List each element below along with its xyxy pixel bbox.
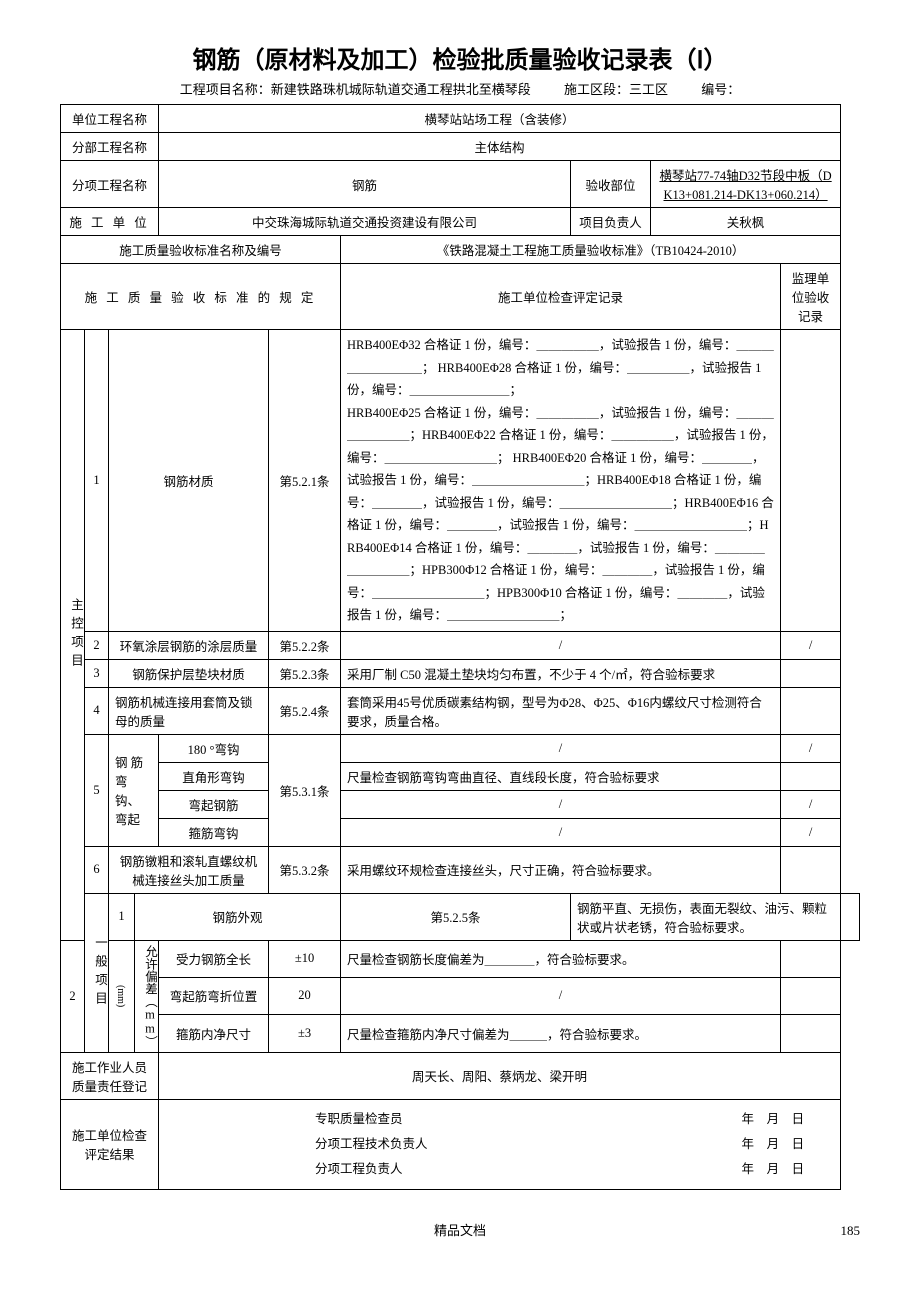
row1-inspect: HRB400EΦ32 合格证 1 份，编号：＿＿＿＿＿，试验报告 1 份，编号：… — [341, 330, 781, 632]
material-line: HRB400EΦ25 合格证 1 份，编号：＿＿＿＿＿，试验报告 1 份，编号：… — [347, 402, 774, 627]
row6-clause: 第5.3.2条 — [269, 846, 341, 893]
g2-sub0-tol: ±10 — [269, 940, 341, 977]
unit-project-label: 单位工程名称 — [61, 105, 159, 133]
row2-name: 环氧涂层钢筋的涂层质量 — [109, 631, 269, 659]
unit-project-value: 横琴站站场工程（含装修） — [159, 105, 841, 133]
row1-num: 1 — [85, 330, 109, 632]
row5-sub3-inspect: / — [341, 818, 781, 846]
inspect-record-label: 施工单位检查评定记录 — [341, 264, 781, 330]
construct-unit-value: 中交珠海城际轨道交通投资建设有限公司 — [159, 208, 571, 236]
row3-clause: 第5.2.3条 — [269, 659, 341, 687]
row6-inspect: 采用螺纹环规检查连接丝头，尺寸正确，符合验标要求。 — [341, 846, 781, 893]
inspector-label: 专职质量检查员 — [315, 1107, 403, 1132]
g2-sub0-label: 受力钢筋全长 — [159, 940, 269, 977]
page-title: 钢筋（原材料及加工）检验批质量验收记录表（Ⅰ） — [60, 40, 860, 75]
g2-sub2-tol: ±3 — [269, 1015, 341, 1052]
pm-value: 关秋枫 — [651, 208, 841, 236]
row4-inspect: 套筒采用45号优质碳素结构钢，型号为Φ28、Φ25、Φ16内螺纹尺寸检测符合要求… — [341, 687, 781, 734]
row5-clause: 第5.3.1条 — [269, 734, 341, 846]
row4-clause: 第5.2.4条 — [269, 687, 341, 734]
personnel-value: 周天长、周阳、蔡炳龙、梁开明 — [159, 1052, 841, 1099]
row6-num: 6 — [85, 846, 109, 893]
accept-part-label: 验收部位 — [571, 161, 651, 208]
row4-name: 钢筋机械连接用套筒及锁母的质量 — [109, 687, 269, 734]
area-label: 施工区段： — [564, 79, 629, 98]
g1-supervise — [841, 893, 860, 940]
g2-sub1-inspect: / — [341, 977, 781, 1014]
date-line: 年 月 日 — [742, 1107, 805, 1132]
g2-mm-label: (mm) — [109, 940, 135, 1052]
date-line: 年 月 日 — [742, 1157, 805, 1182]
g2-sub1-tol: 20 — [269, 977, 341, 1014]
subtitle-row: 工程项目名称：新建铁路珠机城际轨道交通工程拱北至横琴段 施工区段：三工区 编号： — [60, 79, 860, 98]
row5-sub2-inspect: / — [341, 790, 781, 818]
sub-project-value: 主体结构 — [159, 133, 841, 161]
g2-sub2-label: 箍筋内净尺寸 — [159, 1015, 269, 1052]
supervise-label: 监理单位验收记录 — [781, 264, 841, 330]
row5-sub0 span-inspect: / — [341, 734, 781, 762]
row1-supervise — [781, 330, 841, 632]
g2-sub1-supervise — [781, 977, 841, 1014]
row1-name: 钢筋材质 — [109, 330, 269, 632]
project-value: 新建铁路珠机城际轨道交通工程拱北至横琴段 — [271, 79, 531, 98]
g2-sub1-label: 弯起筋弯折位置 — [159, 977, 269, 1014]
g2-sub0-inspect: 尺量检查钢筋长度偏差为＿＿＿＿，符合验标要求。 — [341, 940, 781, 977]
pm-label: 项目负责人 — [571, 208, 651, 236]
row5-sub1-supervise — [781, 762, 841, 790]
material-line: HRB400EΦ32 合格证 1 份，编号：＿＿＿＿＿，试验报告 1 份，编号：… — [347, 334, 774, 402]
row2-inspect: / — [341, 631, 781, 659]
row5-sub2-label: 弯起钢筋 — [159, 790, 269, 818]
g1-clause: 第5.2.5条 — [341, 893, 571, 940]
row5-num: 5 — [85, 734, 109, 846]
g1-inspect: 钢筋平直、无损伤，表面无裂纹、油污、颗粒状或片状老锈，符合验标要求。 — [571, 893, 841, 940]
g2-toler-label: 允许偏差（mm） — [135, 940, 159, 1052]
row5-sub1-label: 直角形弯钩 — [159, 762, 269, 790]
item-project-label: 分项工程名称 — [61, 161, 159, 208]
row6-supervise — [781, 846, 841, 893]
row5-sub3-supervise: / — [781, 818, 841, 846]
code-label: 编号： — [701, 79, 740, 98]
row3-supervise — [781, 659, 841, 687]
g2-sub0-supervise — [781, 940, 841, 977]
g2-sub2-inspect: 尺量检查箍筋内净尺寸偏差为＿＿＿，符合验标要求。 — [341, 1015, 781, 1052]
main-table: 单位工程名称 横琴站站场工程（含装修） 分部工程名称 主体结构 分项工程名称 钢… — [60, 104, 860, 1190]
row2-num: 2 — [85, 631, 109, 659]
row5-sub1-inspect: 尺量检查钢筋弯钩弯曲直径、直线段长度，符合验标要求 — [341, 762, 781, 790]
row4-num: 4 — [85, 687, 109, 734]
row3-inspect: 采用厂制 C50 混凝土垫块均匀布置，不少于 4 个/㎡，符合验标要求 — [341, 659, 781, 687]
general-group-label: 一般项目 — [85, 893, 109, 1052]
rule-label: 施 工 质 量 验 收 标 准 的 规 定 — [61, 264, 341, 330]
date-line: 年 月 日 — [742, 1132, 805, 1157]
row1-clause: 第5.2.1条 — [269, 330, 341, 632]
standard-name-label: 施工质量验收标准名称及编号 — [61, 236, 341, 264]
row5-sub3-label: 箍筋弯钩 — [159, 818, 269, 846]
sub-project-label: 分部工程名称 — [61, 133, 159, 161]
area-value: 三工区 — [629, 79, 668, 98]
main-group-label: 主控项目 — [61, 330, 85, 941]
results-label: 施工单位检查评定结果 — [61, 1099, 159, 1189]
row2-clause: 第5.2.2条 — [269, 631, 341, 659]
g1-num: 1 — [109, 893, 135, 940]
row5-name: 钢 筋 弯钩、 弯起 — [109, 734, 159, 846]
row5-sub0-label: 180 °弯钩 — [159, 734, 269, 762]
standard-name-value: 《铁路混凝土工程施工质量验收标准》（TB10424-2010） — [341, 236, 841, 264]
g2-sub2-supervise — [781, 1015, 841, 1052]
g1-name: 钢筋外观 — [135, 893, 341, 940]
construct-unit-label: 施 工 单 位 — [61, 208, 159, 236]
item-lead-label: 分项工程负责人 — [315, 1157, 403, 1182]
item-project-value: 钢筋 — [159, 161, 571, 208]
g2-num: 2 — [61, 940, 85, 1052]
row3-name: 钢筋保护层垫块材质 — [109, 659, 269, 687]
row2-supervise: / — [781, 631, 841, 659]
row4-supervise — [781, 687, 841, 734]
personnel-label: 施工作业人员质量责任登记 — [61, 1052, 159, 1099]
row5-sub2-supervise: / — [781, 790, 841, 818]
row6-name: 钢筋镦粗和滚轧直螺纹机械连接丝头加工质量 — [109, 846, 269, 893]
tech-lead-label: 分项工程技术负责人 — [315, 1132, 428, 1157]
row3-num: 3 — [85, 659, 109, 687]
results-body: 专职质量检查员 年 月 日 分项工程技术负责人 年 月 日 分项工程负责人 年 … — [159, 1099, 841, 1189]
project-label: 工程项目名称： — [180, 79, 271, 98]
accept-part-value: 横琴站77-74轴D32节段中板（DK13+081.214-DK13+060.2… — [651, 161, 841, 208]
row5-sub0-supervise: / — [781, 734, 841, 762]
